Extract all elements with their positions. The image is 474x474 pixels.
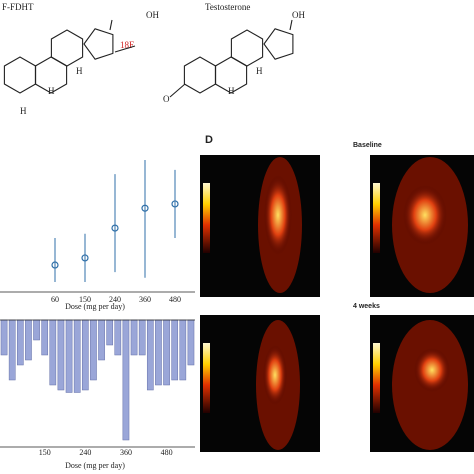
x-tick-label: 240 <box>79 448 91 457</box>
bar <box>57 319 65 391</box>
ring <box>230 29 264 67</box>
bond <box>114 45 136 53</box>
atom-label: OH <box>146 10 159 20</box>
atom-label: H <box>48 86 55 96</box>
atom-label: 18F <box>120 40 134 50</box>
atom-label: OH <box>292 10 305 20</box>
atom-label: H <box>256 66 263 76</box>
bar <box>187 319 195 366</box>
bar <box>130 319 138 356</box>
mean-point <box>81 254 89 262</box>
mean-point <box>141 204 149 212</box>
atom-label: O <box>163 94 170 104</box>
ring <box>83 28 114 60</box>
bar <box>98 319 105 361</box>
bar <box>171 319 179 381</box>
bar <box>122 319 130 441</box>
bond <box>109 19 113 31</box>
bar <box>73 319 81 393</box>
x-tick-label: 240 <box>109 295 121 304</box>
x-tick-label: 150 <box>79 295 91 304</box>
x-tick-label: 360 <box>120 448 132 457</box>
structure-title: Testosterone <box>205 2 250 12</box>
bar <box>65 319 73 393</box>
x-tick-label: 360 <box>139 295 151 304</box>
bar <box>41 319 49 356</box>
bar <box>16 319 24 366</box>
bar <box>106 319 114 346</box>
x-tick-label: 150 <box>39 448 51 457</box>
x-tick-label: 480 <box>169 295 181 304</box>
bar <box>179 319 187 381</box>
x-tick-label: 480 <box>161 448 173 457</box>
bar <box>163 319 170 386</box>
atom-label: H <box>20 106 27 116</box>
row-label: Baseline <box>353 142 382 149</box>
bar <box>81 319 89 391</box>
bar <box>25 319 32 361</box>
bar <box>8 319 16 381</box>
ring <box>3 56 37 94</box>
bar <box>0 319 8 356</box>
ring <box>183 56 217 94</box>
bar <box>90 319 97 381</box>
bar <box>155 319 162 386</box>
bar <box>33 319 40 341</box>
bar <box>138 319 146 356</box>
x-axis-label: Dose (mg per day) <box>65 461 125 470</box>
atom-label: H <box>76 66 83 76</box>
row-label: 4 weeks <box>353 303 380 310</box>
x-axis-label: Dose (mg per day) <box>65 302 125 311</box>
ring <box>263 28 294 60</box>
mean-point <box>51 261 59 269</box>
ring <box>50 29 84 67</box>
structure-title: F-FDHT <box>2 2 34 12</box>
bar <box>49 319 57 386</box>
mean-point <box>111 224 119 232</box>
panel-label: D <box>205 134 213 146</box>
bond <box>169 83 186 98</box>
x-tick-label: 60 <box>51 295 59 304</box>
mean-point <box>171 200 179 208</box>
pet-images <box>200 155 474 452</box>
bond <box>289 19 293 31</box>
atom-label: H <box>228 86 235 96</box>
bar <box>114 319 122 356</box>
bar <box>146 319 154 391</box>
